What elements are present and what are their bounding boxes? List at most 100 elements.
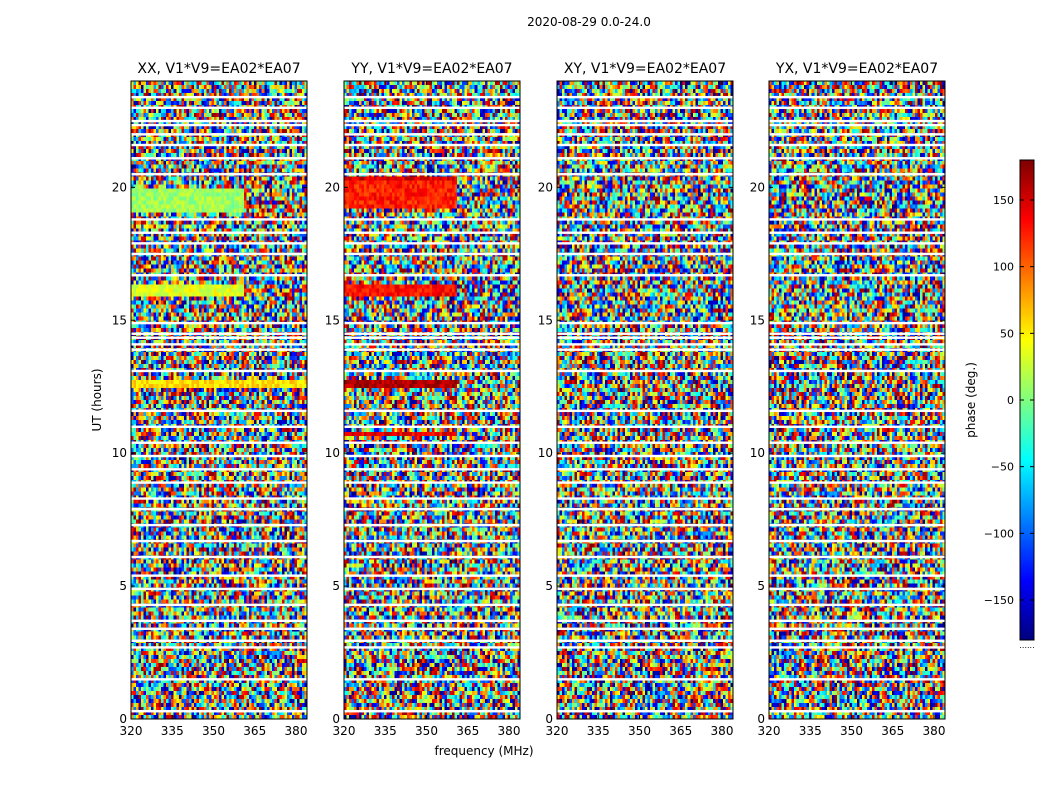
x-tick-label: 335 <box>587 724 610 738</box>
y-tick-label: 10 <box>325 446 340 460</box>
y-tick-label: 5 <box>332 579 340 593</box>
flagged-row <box>557 218 733 221</box>
y-tick-label: 15 <box>112 313 127 327</box>
flagged-row <box>131 106 307 109</box>
flagged-row <box>131 218 307 221</box>
flagged-row <box>344 507 520 511</box>
flagged-row <box>769 710 945 713</box>
x-tick-label: 365 <box>669 724 692 738</box>
flagged-row <box>557 468 733 471</box>
flagged-row <box>344 321 520 325</box>
flagged-row <box>769 218 945 221</box>
flagged-row <box>344 627 520 631</box>
flagged-row <box>131 678 307 681</box>
y-tick-label: 0 <box>545 712 553 726</box>
flagged-row <box>344 574 520 577</box>
flagged-row <box>344 332 520 335</box>
flagged-row <box>131 603 307 607</box>
panel-title: YX, V1*V9=EA02*EA07 <box>775 61 938 77</box>
flagged-row <box>344 619 520 623</box>
panels-group: XX, V1*V9=EA02*EA07 320 335 350 365 380 0 5 10 15… <box>112 61 946 738</box>
flagged-row <box>769 627 945 631</box>
flagged-row <box>344 454 520 458</box>
flagged-row <box>769 173 945 176</box>
flagged-row <box>344 157 520 160</box>
flagged-row <box>769 252 945 256</box>
flagged-row <box>557 369 733 373</box>
axes-frame <box>768 80 946 720</box>
phase-raster <box>344 81 520 719</box>
panel-2: YY, V1*V9=EA02*EA07 320 335 350 365 380 0 5 10 15… <box>325 61 521 738</box>
flagged-row <box>769 497 945 500</box>
flagged-row <box>557 678 733 681</box>
flagged-row <box>131 539 307 543</box>
x-tick-label: 320 <box>120 724 143 738</box>
flagged-row <box>557 587 733 591</box>
y-tick-label: 10 <box>750 446 765 460</box>
flagged-row <box>344 678 520 681</box>
flagged-row <box>131 497 307 500</box>
flagged-row <box>131 321 307 325</box>
flagged-row <box>344 539 520 543</box>
flagged-row <box>557 95 733 99</box>
flagged-row <box>557 348 733 351</box>
x-tick-label: 380 <box>285 724 308 738</box>
flagged-row <box>557 555 733 559</box>
colorbar-tick-label: 50 <box>1000 327 1014 340</box>
phase-raster <box>131 81 307 719</box>
x-axis-label: frequency (MHz) <box>434 744 533 758</box>
colorbar-tick-label: 100 <box>993 261 1014 274</box>
flagged-row <box>131 646 307 649</box>
flagged-row <box>769 242 945 245</box>
flagged-row <box>557 497 733 500</box>
flagged-row <box>557 523 733 527</box>
flagged-row <box>131 555 307 559</box>
flagged-row <box>344 173 520 176</box>
y-tick-label: 20 <box>112 180 127 194</box>
flagged-row <box>557 507 733 511</box>
flagged-row <box>131 587 307 591</box>
flagged-row <box>769 348 945 351</box>
flagged-row <box>344 409 520 413</box>
flagged-row <box>557 252 733 256</box>
flagged-row <box>557 119 733 123</box>
flagged-row <box>344 555 520 559</box>
flagged-row <box>769 425 945 428</box>
flagged-row <box>344 274 520 277</box>
flagged-row <box>131 639 307 642</box>
flagged-row <box>131 481 307 484</box>
flagged-row <box>344 242 520 245</box>
flagged-row <box>769 555 945 559</box>
axes-frame <box>556 80 734 720</box>
flagged-row <box>344 603 520 607</box>
flagged-row <box>557 336 733 339</box>
flagged-row <box>557 133 733 136</box>
flagged-row <box>557 106 733 109</box>
flagged-row <box>344 143 520 147</box>
y-tick-label: 15 <box>750 313 765 327</box>
flagged-row <box>769 481 945 484</box>
flagged-row <box>557 574 733 577</box>
flagged-row <box>344 523 520 527</box>
flagged-row <box>557 321 733 325</box>
x-tick-label: 320 <box>758 724 781 738</box>
flagged-row <box>131 231 307 234</box>
panel-title: YY, V1*V9=EA02*EA07 <box>350 61 512 77</box>
flagged-row <box>557 619 733 623</box>
y-tick-label: 0 <box>119 712 127 726</box>
colorbar-label: phase (deg.) <box>964 362 978 438</box>
phase-raster <box>557 81 733 719</box>
flagged-row <box>769 523 945 527</box>
y-tick-label: 5 <box>545 579 553 593</box>
flagged-row <box>344 639 520 642</box>
colorbar-tick-label: −150 <box>984 594 1014 607</box>
x-tick-label: 365 <box>243 724 266 738</box>
flagged-row <box>557 441 733 444</box>
flagged-row <box>769 336 945 339</box>
flagged-row <box>131 173 307 176</box>
flagged-row <box>769 678 945 681</box>
x-tick-label: 380 <box>923 724 946 738</box>
x-tick-label: 350 <box>415 724 438 738</box>
flagged-row <box>344 646 520 649</box>
